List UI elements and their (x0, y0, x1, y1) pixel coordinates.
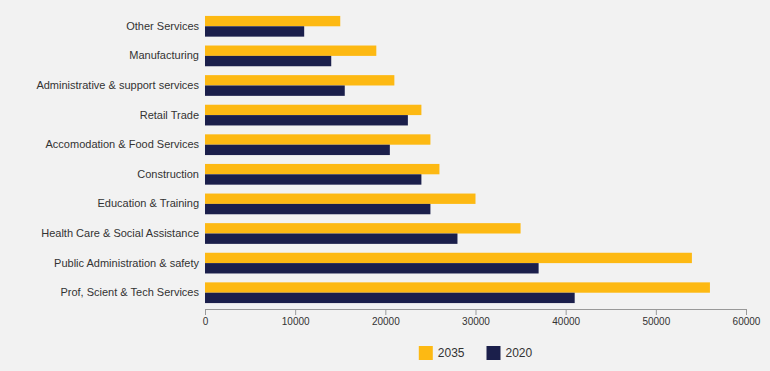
x-axis: 0 10000 20000 30000 40000 50000 60000 (203, 309, 761, 327)
background (0, 0, 770, 371)
tick: Administrative & support services (36, 79, 199, 91)
tick: 0 (203, 309, 209, 327)
legend-label: 2035 (438, 346, 465, 360)
bar (205, 105, 421, 115)
legend-swatch (487, 346, 501, 360)
tick: Accomodation & Food Services (46, 138, 200, 150)
tick-mark (295, 309, 296, 315)
bar (205, 85, 345, 95)
bar (205, 234, 457, 244)
bar (205, 253, 692, 263)
bar (205, 56, 331, 66)
bar (205, 134, 430, 144)
legend-swatch (419, 346, 433, 360)
tick-mark (205, 309, 206, 315)
category-label: Construction (137, 168, 199, 180)
bar (205, 223, 521, 233)
chart: 0 10000 20000 30000 40000 50000 60000 Other Ser… (0, 0, 770, 371)
category-label: Administrative & support services (36, 79, 199, 91)
tick: Prof, Scient & Tech Services (60, 286, 199, 298)
bars (205, 16, 710, 303)
bar (205, 293, 575, 303)
legend-item: 2020 (487, 346, 533, 360)
bar (205, 46, 376, 56)
category-label: Health Care & Social Assistance (41, 227, 199, 239)
tick: Manufacturing (129, 49, 199, 61)
bar (205, 16, 340, 26)
plot: 0 10000 20000 30000 40000 50000 60000 Other Ser… (36, 16, 760, 327)
tick: 60000 (733, 309, 761, 327)
legend-item: 2035 (419, 346, 465, 360)
tick: 30000 (462, 309, 490, 327)
bar (205, 164, 439, 174)
tick-mark (566, 309, 567, 315)
category-label: Education & Training (97, 197, 199, 209)
tick: 10000 (282, 309, 310, 327)
legend-label: 2020 (506, 346, 533, 360)
tick-mark (746, 309, 747, 315)
tick: Construction (137, 168, 199, 180)
tick-mark (656, 309, 657, 315)
bar (205, 263, 539, 273)
bar (205, 115, 408, 125)
tick-label: 40000 (552, 316, 580, 327)
tick-label: 30000 (462, 316, 490, 327)
tick-mark (476, 309, 477, 315)
tick: Health Care & Social Assistance (41, 227, 199, 239)
category-label: Public Administration & safety (54, 257, 199, 269)
tick-label: 50000 (642, 316, 670, 327)
series (205, 26, 575, 303)
tick: Retail Trade (140, 109, 199, 121)
category-label: Prof, Scient & Tech Services (60, 286, 199, 298)
bar (205, 194, 476, 204)
tick: Other Services (126, 20, 199, 32)
legend: 2035 2020 (419, 346, 533, 360)
axis-domain (206, 310, 747, 316)
series (205, 16, 710, 293)
bar (205, 26, 304, 36)
tick: 50000 (642, 309, 670, 327)
tick-label: 20000 (372, 316, 400, 327)
category-label: Other Services (126, 20, 199, 32)
tick: Public Administration & safety (54, 257, 199, 269)
tick-label: 0 (203, 316, 209, 327)
bar (205, 174, 421, 184)
bar (205, 75, 394, 85)
category-label: Accomodation & Food Services (46, 138, 200, 150)
category-label: Retail Trade (140, 109, 199, 121)
bar (205, 282, 710, 292)
tick-mark (385, 309, 386, 315)
y-axis: Other Services Manufacturing Administrativ… (36, 20, 199, 298)
category-label: Manufacturing (129, 49, 199, 61)
tick: 20000 (372, 309, 400, 327)
tick-label: 60000 (733, 316, 761, 327)
bar (205, 145, 390, 155)
bar (205, 204, 430, 214)
tick: Education & Training (97, 197, 199, 209)
tick-label: 10000 (282, 316, 310, 327)
tick: 40000 (552, 309, 580, 327)
